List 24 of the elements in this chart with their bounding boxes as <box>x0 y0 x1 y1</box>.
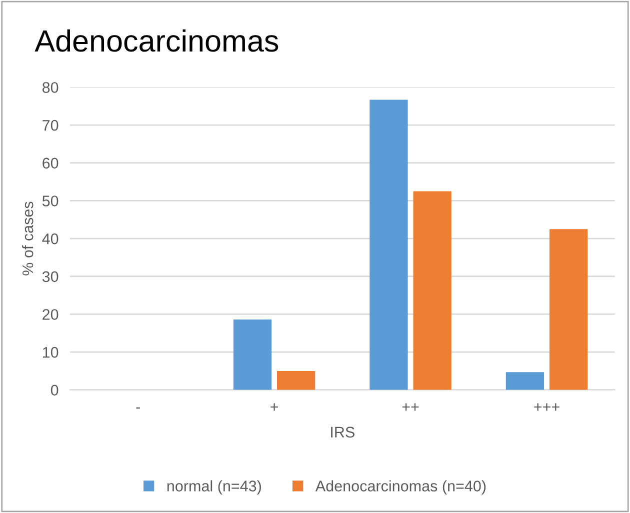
x-tick-label: - <box>136 407 140 409</box>
y-tick-label: 40 <box>42 233 58 244</box>
y-tick-label: 10 <box>42 346 58 358</box>
bar <box>549 229 588 390</box>
x-tick-label: ++ <box>402 403 419 411</box>
legend-label: Adenocarcinomas (n=40) <box>315 480 486 494</box>
x-tick-label: +++ <box>534 403 560 411</box>
y-tick-label: 50 <box>42 196 58 206</box>
y-tick-label: 30 <box>42 271 58 282</box>
y-tick-label: 20 <box>42 309 58 320</box>
legend-label: normal (n=43) <box>167 480 261 494</box>
y-tick-label: 70 <box>42 120 58 131</box>
y-tick-label: 60 <box>42 158 58 169</box>
bar <box>277 370 316 390</box>
x-axis-title: IRS <box>331 426 354 438</box>
chart-title: Adenocarcinomas <box>34 29 278 52</box>
bar <box>506 372 544 390</box>
y-tick-label: 0 <box>50 384 58 396</box>
x-tick-label: + <box>270 403 278 411</box>
bar <box>233 320 272 390</box>
bar <box>370 100 408 390</box>
bar <box>413 191 452 390</box>
y-tick-label: 80 <box>42 82 58 93</box>
y-axis-title: % of cases <box>22 202 34 276</box>
